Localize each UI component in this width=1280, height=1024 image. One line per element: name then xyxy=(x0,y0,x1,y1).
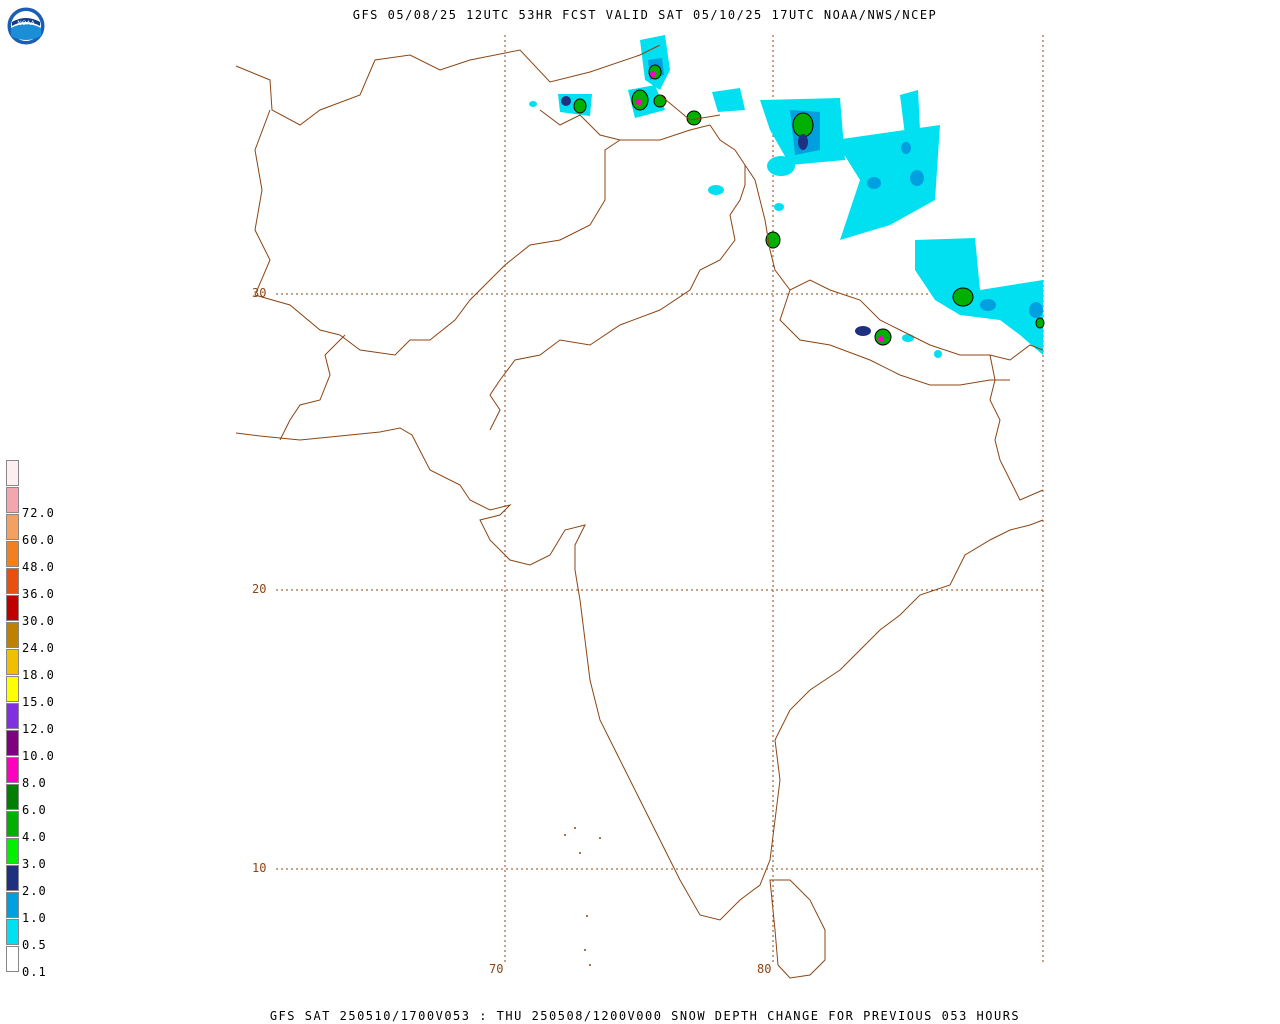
legend-swatch xyxy=(6,595,19,621)
legend-swatch xyxy=(6,865,19,891)
island-dot xyxy=(586,915,588,917)
legend-swatch xyxy=(6,784,19,810)
afghanistan-border xyxy=(235,44,721,126)
lon-label-80: 80 xyxy=(757,962,772,976)
snow-patch xyxy=(855,326,871,336)
snow-patch xyxy=(952,287,974,307)
snow-patch xyxy=(774,203,784,211)
legend-label: 72.0 xyxy=(22,506,55,520)
sri-lanka-coast xyxy=(769,879,826,979)
legend-swatch xyxy=(6,676,19,702)
pakistan-border xyxy=(339,139,621,356)
legend-swatch xyxy=(6,703,19,729)
legend-label: 24.0 xyxy=(22,641,55,655)
legend-swatch xyxy=(6,649,19,675)
legend-swatch xyxy=(6,811,19,837)
legend-label: 18.0 xyxy=(22,668,55,682)
snow-patch xyxy=(686,110,702,126)
legend-swatch xyxy=(6,514,19,540)
legend-label: 4.0 xyxy=(22,830,47,844)
pakistan-coast-link xyxy=(279,334,346,441)
legend-swatch xyxy=(6,487,19,513)
snow-patch xyxy=(573,98,587,114)
legend-label: 36.0 xyxy=(22,587,55,601)
snow-patch xyxy=(1035,317,1045,329)
legend-label: 48.0 xyxy=(22,560,55,574)
nepal-border xyxy=(779,289,1010,386)
snow-patch xyxy=(902,334,914,342)
snow-patch xyxy=(529,101,537,107)
coastline-west xyxy=(235,427,1044,921)
snow-patch xyxy=(561,96,571,106)
bangladesh-border xyxy=(989,354,1044,501)
legend-swatch xyxy=(6,730,19,756)
legend-swatch xyxy=(6,838,19,864)
afghanistan-west xyxy=(254,109,341,336)
island-dot xyxy=(584,949,586,951)
legend-label: 3.0 xyxy=(22,857,47,871)
legend-swatch xyxy=(6,757,19,783)
legend-label: 1.0 xyxy=(22,911,47,925)
india-north xyxy=(744,164,1044,361)
island-dot xyxy=(579,852,581,854)
pakistan-india-border xyxy=(489,124,746,431)
chart-footer: GFS SAT 250510/1700V053 : THU 250508/120… xyxy=(269,1009,1021,1023)
legend-label: 0.1 xyxy=(22,965,47,979)
snow-patch xyxy=(712,88,745,112)
islands xyxy=(564,827,601,966)
legend-label: 0.5 xyxy=(22,938,47,952)
legend-swatch xyxy=(6,622,19,648)
legend-swatch xyxy=(6,541,19,567)
legend-label: 60.0 xyxy=(22,533,55,547)
snow-patch xyxy=(636,99,642,105)
legend-label: 6.0 xyxy=(22,803,47,817)
lat-label-20: 20 xyxy=(252,582,267,596)
lat-label-10: 10 xyxy=(252,861,267,875)
legend-swatch xyxy=(6,919,19,945)
snow-patch xyxy=(767,156,795,176)
svg-text:NOAA: NOAA xyxy=(17,20,35,27)
snow-patch xyxy=(915,238,1043,355)
snow-patch xyxy=(910,170,924,186)
snow-patch xyxy=(980,299,996,311)
snow-patch xyxy=(653,94,667,108)
legend-label: 10.0 xyxy=(22,749,55,763)
legend-label: 30.0 xyxy=(22,614,55,628)
island-dot xyxy=(564,834,566,836)
legend-swatch xyxy=(6,568,19,594)
snow-patch xyxy=(1029,302,1043,318)
country-boundaries xyxy=(235,44,1044,979)
snow-patch xyxy=(900,90,920,135)
snow-patch xyxy=(835,125,940,240)
legend-label: 2.0 xyxy=(22,884,47,898)
lon-label-70: 70 xyxy=(489,962,504,976)
snow-patch xyxy=(901,142,911,154)
island-dot xyxy=(599,837,601,839)
legend-label: 8.0 xyxy=(22,776,47,790)
graticule xyxy=(276,35,1044,965)
snow-patch xyxy=(798,134,808,150)
snow-patch xyxy=(878,336,884,342)
island-dot xyxy=(589,964,591,966)
snow-patch xyxy=(792,112,814,138)
legend-label: 12.0 xyxy=(22,722,55,736)
snow-depth-patches xyxy=(529,35,1045,358)
pakistan-north xyxy=(539,109,711,141)
chart-title: GFS 05/08/25 12UTC 53HR FCST VALID SAT 0… xyxy=(352,8,938,22)
noaa-logo-icon: NOAA xyxy=(6,6,46,46)
legend-swatch xyxy=(6,460,19,486)
snow-patch xyxy=(650,71,656,77)
lat-label-30: 30 xyxy=(252,286,267,300)
island-dot xyxy=(574,827,576,829)
legend-label: 15.0 xyxy=(22,695,55,709)
legend-swatch xyxy=(6,892,19,918)
legend-swatch xyxy=(6,946,19,972)
snow-patch xyxy=(867,177,881,189)
snow-patch xyxy=(934,350,942,358)
snow-patch xyxy=(708,185,724,195)
